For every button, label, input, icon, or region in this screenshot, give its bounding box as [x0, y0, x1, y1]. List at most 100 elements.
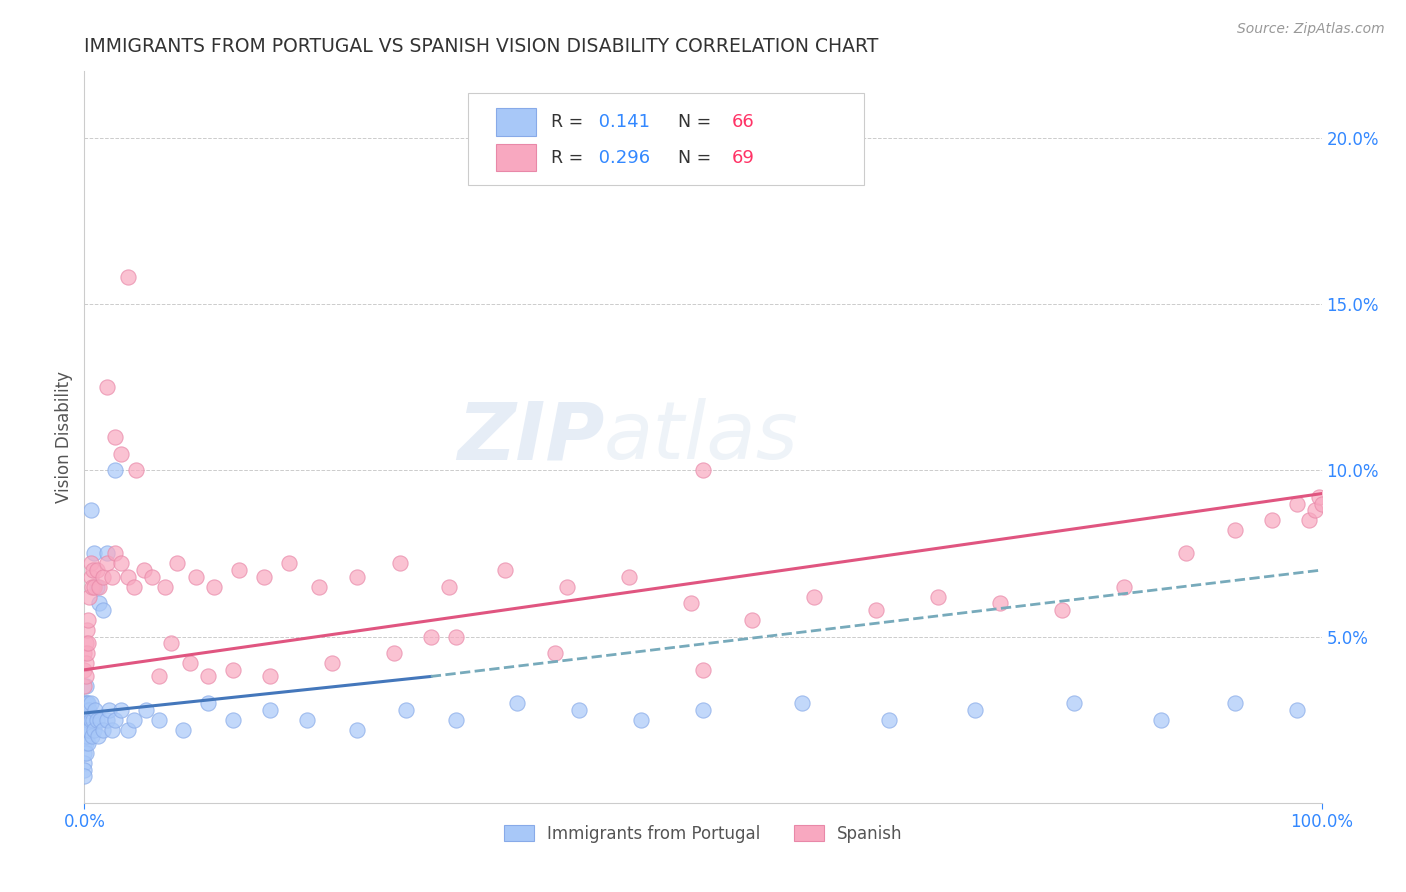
Point [506, 696, 529, 710]
Point [172, 723, 194, 737]
Point [1223, 523, 1246, 537]
Point [76, 696, 98, 710]
Point [132, 563, 155, 577]
Point [89, 580, 111, 594]
Point [83, 546, 105, 560]
Point [117, 723, 139, 737]
Point [89, 713, 111, 727]
Point [100, 723, 122, 737]
Text: 66: 66 [731, 113, 754, 131]
Point [321, 656, 343, 670]
Point [679, 596, 702, 610]
Point [75, 703, 97, 717]
Bar [496, 108, 536, 136]
Point [91, 723, 114, 737]
Point [1112, 580, 1135, 594]
Point [122, 713, 145, 727]
Text: ZIP: ZIP [457, 398, 605, 476]
Point [1223, 696, 1246, 710]
Point [419, 630, 441, 644]
Point [692, 703, 714, 717]
Point [104, 463, 127, 477]
Point [555, 580, 578, 594]
Point [77, 613, 100, 627]
Point [277, 557, 299, 571]
Point [184, 570, 207, 584]
Point [110, 703, 132, 717]
Point [110, 557, 132, 571]
Point [395, 703, 418, 717]
Point [84, 703, 107, 717]
Point [91, 570, 114, 584]
Point [1308, 490, 1330, 504]
Point [222, 663, 245, 677]
Point [228, 563, 250, 577]
FancyBboxPatch shape [468, 94, 863, 185]
Point [148, 713, 170, 727]
Point [76, 723, 98, 737]
Point [295, 713, 318, 727]
Point [75, 723, 97, 737]
Point [76, 713, 98, 727]
Text: 69: 69 [731, 149, 755, 167]
Point [160, 636, 183, 650]
Point [75, 669, 97, 683]
Point [1174, 546, 1197, 560]
Point [98, 703, 121, 717]
Point [741, 613, 763, 627]
Point [308, 580, 330, 594]
Point [86, 563, 108, 577]
Legend: Immigrants from Portugal, Spanish: Immigrants from Portugal, Spanish [496, 818, 910, 849]
Point [82, 563, 104, 577]
Text: 0.296: 0.296 [593, 149, 650, 167]
Point [692, 663, 714, 677]
Text: R =: R = [551, 113, 589, 131]
Point [73, 680, 96, 694]
Point [82, 713, 104, 727]
Point [73, 703, 96, 717]
Point [1261, 513, 1284, 527]
Point [166, 557, 188, 571]
Y-axis label: Vision Disability: Vision Disability [55, 371, 73, 503]
Point [988, 596, 1011, 610]
Point [83, 723, 105, 737]
Point [692, 463, 714, 477]
Point [77, 713, 100, 727]
Point [75, 746, 97, 760]
Point [927, 590, 949, 604]
Text: IMMIGRANTS FROM PORTUGAL VS SPANISH VISION DISABILITY CORRELATION CHART: IMMIGRANTS FROM PORTUGAL VS SPANISH VISI… [84, 37, 879, 56]
Point [1298, 513, 1320, 527]
Point [1305, 503, 1327, 517]
Point [86, 713, 108, 727]
Point [444, 713, 467, 727]
Point [75, 680, 97, 694]
Point [117, 270, 139, 285]
Point [117, 570, 139, 584]
Point [79, 696, 101, 710]
Point [153, 580, 176, 594]
Point [148, 669, 170, 683]
Point [75, 736, 97, 750]
Point [1285, 703, 1308, 717]
Point [1310, 497, 1333, 511]
Point [73, 769, 96, 783]
Point [79, 557, 101, 571]
Point [79, 703, 101, 717]
Point [76, 729, 98, 743]
Text: atlas: atlas [605, 398, 799, 476]
Point [73, 756, 96, 770]
Point [494, 563, 516, 577]
Point [100, 570, 122, 584]
Point [75, 656, 97, 670]
Point [1285, 497, 1308, 511]
Point [75, 729, 97, 743]
Point [87, 729, 110, 743]
Point [1063, 696, 1085, 710]
Point [73, 713, 96, 727]
Point [104, 713, 127, 727]
Point [125, 463, 148, 477]
Point [73, 729, 96, 743]
Point [79, 570, 101, 584]
Point [110, 447, 132, 461]
Point [382, 646, 405, 660]
